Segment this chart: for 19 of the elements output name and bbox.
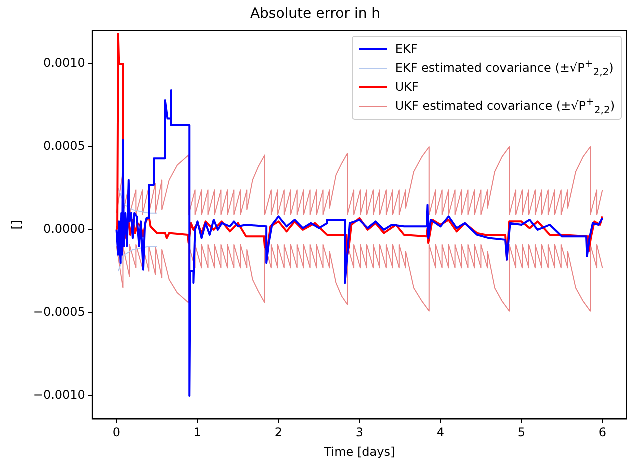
y-tick-label: 0.0010 bbox=[43, 56, 86, 70]
y-tick-label: 0.0005 bbox=[43, 139, 86, 154]
x-tick-label: 3 bbox=[356, 426, 364, 440]
x-tick-label: 6 bbox=[598, 426, 607, 440]
y-tick-label: −0.0010 bbox=[33, 388, 86, 402]
legend-label: UKF estimated covariance (±√P$^{+}$$_{2,2}$) bbox=[395, 96, 615, 116]
y-tick-label: −0.0005 bbox=[33, 305, 86, 320]
y-axis-title: [] bbox=[9, 220, 24, 230]
y-tick-label: 0.0000 bbox=[43, 222, 86, 236]
x-tick-label: 2 bbox=[274, 426, 283, 440]
x-tick-label: 0 bbox=[112, 426, 121, 440]
legend-label: EKF estimated covariance (±√P$^{+}$$_{2,2}$) bbox=[395, 58, 614, 78]
x-tick-label: 1 bbox=[194, 426, 202, 440]
chart-title: Absolute error in h bbox=[250, 6, 381, 22]
x-axis-title: Time [days] bbox=[323, 444, 396, 459]
x-tick-label: 5 bbox=[518, 426, 526, 440]
legend-label: EKF bbox=[395, 42, 418, 56]
x-tick-label: 4 bbox=[436, 426, 445, 440]
legend-label: UKF bbox=[395, 80, 419, 94]
